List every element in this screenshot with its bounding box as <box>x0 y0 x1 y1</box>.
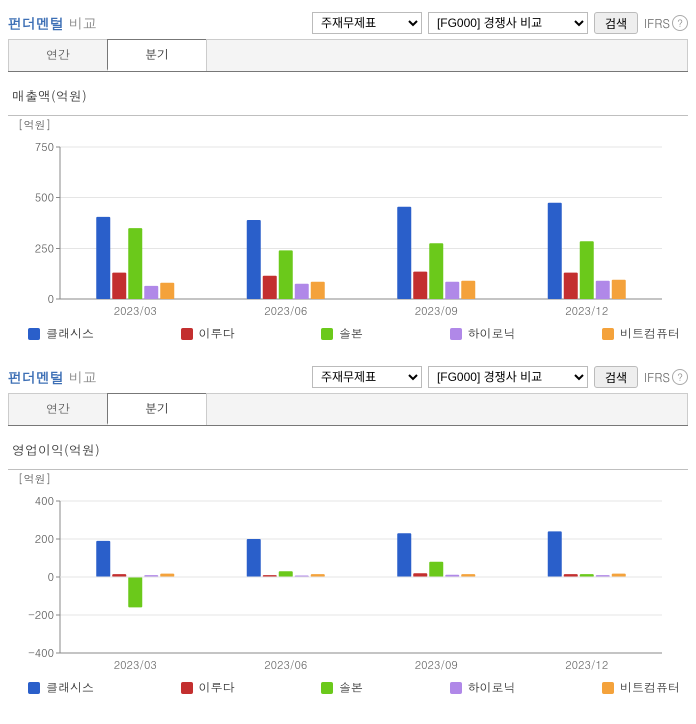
chart-area: -400 -200 0 200 400 2023/03 2023/06 2023/09 2023… <box>8 489 688 673</box>
legend-label: 이루다 <box>199 679 235 696</box>
legend-swatch <box>602 328 614 340</box>
chart-title: 영업이익(억원) <box>8 434 688 465</box>
svg-text:750: 750 <box>35 140 54 155</box>
legend-swatch <box>321 682 333 694</box>
select-statement[interactable]: 주재무제표 <box>312 12 422 34</box>
select-comparison[interactable]: [FG000] 경쟁사 비교 <box>428 12 588 34</box>
title-gray: 비교 <box>69 367 97 387</box>
panel: 펀더멘털 비교 주재무제표 [FG000] 경쟁사 비교 검색 IFRS? 연간분기매출액… <box>8 8 688 352</box>
svg-text:2023/06: 2023/06 <box>264 658 307 673</box>
legend-item: 솔본 <box>321 325 363 342</box>
help-icon[interactable]: ? <box>672 15 688 31</box>
svg-text:2023/03: 2023/03 <box>114 304 157 319</box>
panel-title: 펀더멘털 비교 <box>8 367 306 387</box>
legend-swatch <box>28 682 40 694</box>
legend-item: 하이로닉 <box>450 325 516 342</box>
svg-text:250: 250 <box>35 241 54 256</box>
svg-text:2023/03: 2023/03 <box>114 658 157 673</box>
legend-item: 이루다 <box>181 325 235 342</box>
panel: 펀더멘털 비교 주재무제표 [FG000] 경쟁사 비교 검색 IFRS? 연간분기영업이… <box>8 362 688 706</box>
svg-text:2023/12: 2023/12 <box>565 304 608 319</box>
svg-text:2023/09: 2023/09 <box>415 304 458 319</box>
legend: 클래시스 이루다 솔본 하이로닉 비트컴퓨터 <box>8 319 688 352</box>
legend-label: 솔본 <box>339 325 363 342</box>
tab-quarter[interactable]: 분기 <box>107 393 207 425</box>
svg-text:400: 400 <box>35 494 54 509</box>
chart-title: 매출액(억원) <box>8 80 688 111</box>
legend-swatch <box>450 682 462 694</box>
legend-swatch <box>602 682 614 694</box>
legend-item: 비트컴퓨터 <box>602 325 680 342</box>
tab-filler <box>206 39 688 71</box>
ifrs-label: IFRS? <box>644 15 688 32</box>
svg-text:0: 0 <box>48 292 54 307</box>
tab-annual[interactable]: 연간 <box>8 39 108 71</box>
tab-filler <box>206 393 688 425</box>
svg-text:2023/09: 2023/09 <box>415 658 458 673</box>
legend-label: 솔본 <box>339 679 363 696</box>
panel-header: 펀더멘털 비교 주재무제표 [FG000] 경쟁사 비교 검색 IFRS? <box>8 8 688 38</box>
panel-header: 펀더멘털 비교 주재무제표 [FG000] 경쟁사 비교 검색 IFRS? <box>8 362 688 392</box>
search-button[interactable]: 검색 <box>594 366 638 388</box>
title-accent: 펀더멘털 <box>8 367 64 387</box>
tab-quarter[interactable]: 분기 <box>107 39 207 71</box>
svg-text:-200: -200 <box>28 608 54 623</box>
legend: 클래시스 이루다 솔본 하이로닉 비트컴퓨터 <box>8 673 688 706</box>
legend-swatch <box>181 328 193 340</box>
legend-label: 이루다 <box>199 325 235 342</box>
legend-item: 클래시스 <box>28 679 94 696</box>
select-comparison[interactable]: [FG000] 경쟁사 비교 <box>428 366 588 388</box>
legend-label: 비트컴퓨터 <box>620 325 680 342</box>
legend-label: 클래시스 <box>46 325 94 342</box>
legend-swatch <box>450 328 462 340</box>
legend-item: 솔본 <box>321 679 363 696</box>
svg-text:0: 0 <box>48 570 54 585</box>
y-unit-label: [억원] <box>8 470 688 489</box>
svg-text:2023/06: 2023/06 <box>264 304 307 319</box>
title-gray: 비교 <box>69 13 97 33</box>
legend-label: 비트컴퓨터 <box>620 679 680 696</box>
svg-text:-400: -400 <box>28 646 54 661</box>
search-button[interactable]: 검색 <box>594 12 638 34</box>
legend-swatch <box>181 682 193 694</box>
svg-text:200: 200 <box>35 532 54 547</box>
svg-text:2023/12: 2023/12 <box>565 658 608 673</box>
help-icon[interactable]: ? <box>672 369 688 385</box>
title-accent: 펀더멘털 <box>8 13 64 33</box>
legend-item: 클래시스 <box>28 325 94 342</box>
panel-title: 펀더멘털 비교 <box>8 13 306 33</box>
legend-label: 클래시스 <box>46 679 94 696</box>
legend-label: 하이로닉 <box>468 679 516 696</box>
chart-svg: -400 -200 0 200 400 2023/03 2023/06 2023/09 2023… <box>12 493 672 673</box>
y-unit-label: [억원] <box>8 116 688 135</box>
chart-svg: 0 250 500 750 2023/03 2023/06 2023/09 2023/12 <box>12 139 672 319</box>
ifrs-label: IFRS? <box>644 369 688 386</box>
legend-swatch <box>28 328 40 340</box>
tabs: 연간분기 <box>8 38 688 72</box>
legend-label: 하이로닉 <box>468 325 516 342</box>
tabs: 연간분기 <box>8 392 688 426</box>
legend-item: 이루다 <box>181 679 235 696</box>
chart-area: 0 250 500 750 2023/03 2023/06 2023/09 2023/12 <box>8 135 688 319</box>
legend-item: 비트컴퓨터 <box>602 679 680 696</box>
select-statement[interactable]: 주재무제표 <box>312 366 422 388</box>
legend-swatch <box>321 328 333 340</box>
svg-text:500: 500 <box>35 191 54 206</box>
legend-item: 하이로닉 <box>450 679 516 696</box>
tab-annual[interactable]: 연간 <box>8 393 108 425</box>
